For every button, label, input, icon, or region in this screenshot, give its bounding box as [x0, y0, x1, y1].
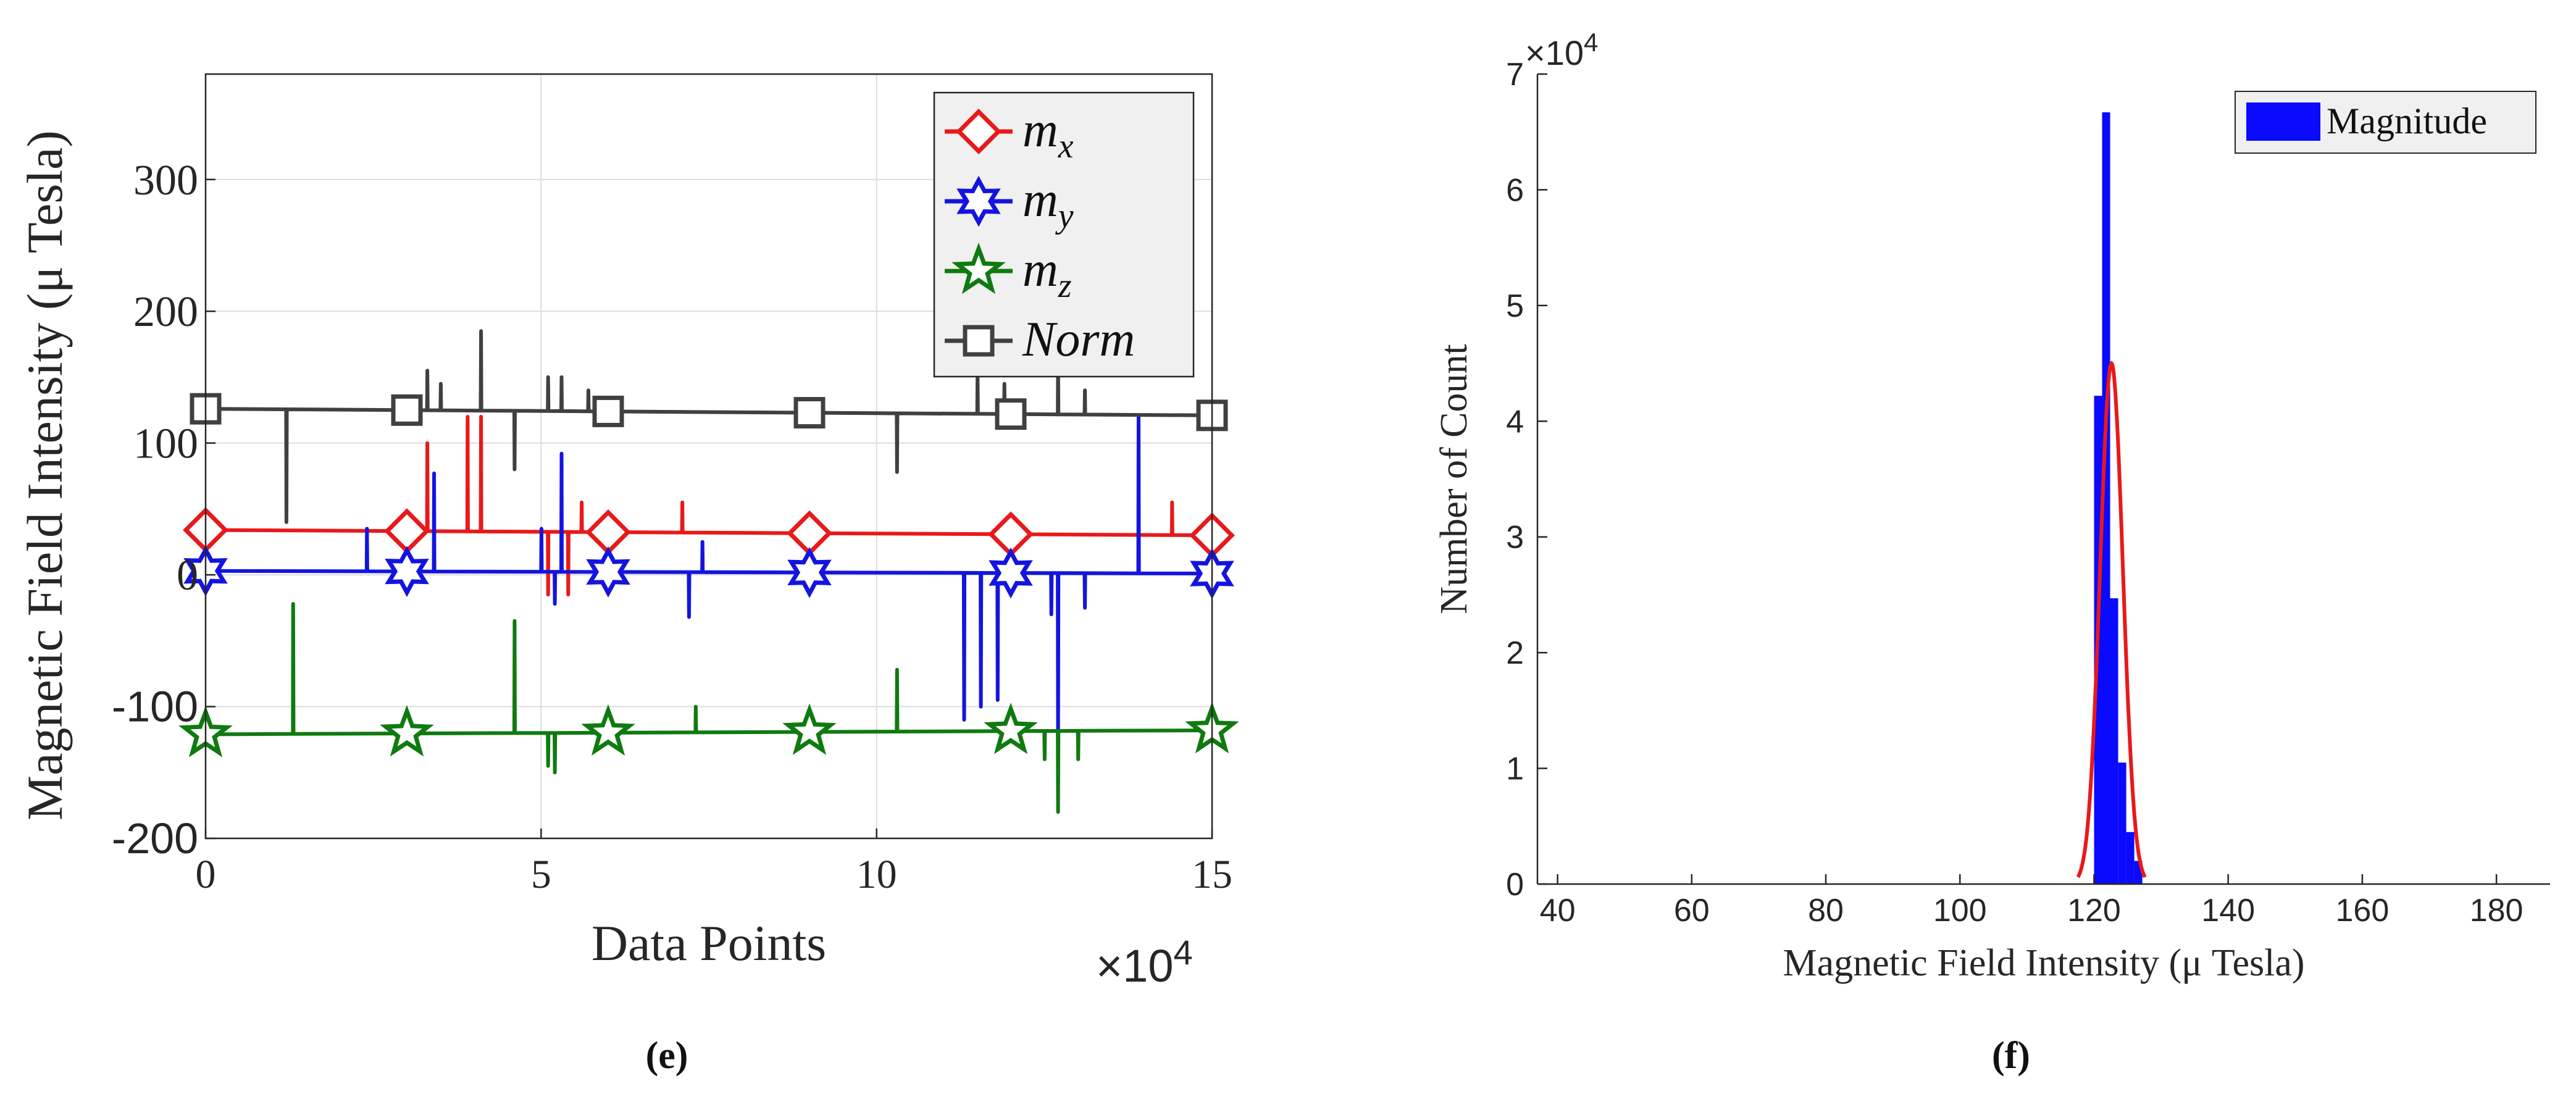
chart-f-xtick-label: 80: [1808, 893, 1844, 929]
chart-e-x-exponent-base: ×10: [1096, 940, 1174, 991]
chart-f-legend-label: Magnitude: [2327, 101, 2487, 141]
chart-e-legend-label: mx: [1022, 103, 1074, 165]
chart-e-xtick-label: 5: [531, 852, 551, 897]
chart-e-legend-label: mz: [1022, 243, 1072, 305]
chart-f-xtick-label: 40: [1540, 893, 1576, 929]
chart-e-ytick-label: 100: [133, 420, 198, 468]
chart-e-legend-marker: [963, 325, 995, 357]
chart-e-legend-label: my: [1022, 173, 1074, 235]
chart-e-point: [380, 704, 434, 757]
chart-e-point: [586, 546, 630, 598]
chart-f-ytick-label: 1: [1506, 751, 1524, 787]
chart-e-series-line: [205, 415, 1213, 755]
chart-f-bar: [2110, 598, 2118, 884]
chart-f-ytick-label: 7: [1506, 57, 1524, 93]
chart-f-ticks: 40 60 80 100 120 140 160 180 0 1 2 3 4 5 6 7: [1506, 57, 2523, 929]
chart-e-axes-box: [204, 73, 1213, 840]
chart-f-legend-swatch: [2246, 102, 2320, 141]
chart-e-series-3: [190, 329, 1228, 524]
chart-e: 0 5 10 15 -200 -100 0 100 200 300 Data Points ×10…: [17, 73, 1239, 1077]
chart-e-xtick-label: 10: [856, 852, 897, 897]
chart-f-xtick-label: 160: [2336, 893, 2390, 929]
chart-f-fit: [2076, 361, 2147, 879]
chart-f-caption: (f): [1992, 1035, 2030, 1077]
chart-e-point: [581, 704, 635, 756]
chart-e-point: [787, 546, 832, 598]
chart-f-xtick-label: 180: [2470, 893, 2524, 929]
chart-e-series-line: [205, 415, 1213, 597]
chart-f-xtick-label: 60: [1674, 893, 1710, 929]
chart-e-ytick-label: -100: [112, 683, 198, 731]
chart-f-ytick-label: 4: [1506, 404, 1524, 440]
chart-f-fit-curve: [2076, 361, 2147, 879]
chart-f-y-exponent-power: 4: [1584, 28, 1598, 57]
chart-e-x-exponent-power: 4: [1174, 933, 1193, 972]
chart-e-point: [793, 397, 826, 429]
chart-e-legend-marker: [956, 109, 1002, 154]
chart-e-x-exponent: ×104: [1096, 933, 1193, 991]
chart-f-bar: [2126, 832, 2135, 884]
chart-f-bar: [2118, 762, 2126, 884]
chart-e-legend-marker: [956, 175, 1001, 227]
chart-f-y-exponent: ×104: [1525, 28, 1598, 72]
chart-f-xtick-label: 140: [2201, 893, 2255, 929]
chart-e-legend-label: Norm: [1022, 312, 1135, 367]
chart-f-ytick-label: 2: [1506, 635, 1524, 671]
chart-e-point: [782, 703, 837, 755]
chart-e-legend: mx my mz Norm: [933, 91, 1195, 378]
chart-f-xlabel: Magnetic Field Intensity (μ Tesla): [1783, 942, 2304, 984]
chart-e-legend-marker: [951, 242, 1006, 294]
chart-f-xtick-label: 100: [1933, 893, 1987, 929]
chart-e-point: [391, 394, 423, 426]
chart-e-caption: (e): [646, 1035, 688, 1077]
chart-e-ytick-label: 200: [133, 288, 198, 336]
chart-e-point: [995, 398, 1027, 430]
chart-e-xtick-label: 0: [196, 852, 216, 897]
chart-e-xtick-label: 15: [1192, 852, 1232, 897]
chart-e-ytick-label: -200: [112, 814, 198, 862]
chart-e-point: [989, 547, 1033, 599]
chart-f-legend: Magnitude: [2235, 91, 2536, 154]
chart-f-ytick-label: 3: [1506, 520, 1524, 556]
chart-e-ticks: 0 5 10 15 -200 -100 0 100 200 300: [112, 157, 1232, 897]
chart-e-ytick-label: 300: [133, 157, 198, 204]
chart-e-ylabel: Magnetic Field Intensity (μ Tesla): [17, 130, 73, 820]
chart-f-bar: [2102, 112, 2110, 884]
chart-e-series-line: [205, 602, 1213, 814]
chart-f-ylabel: Number of Count: [1433, 344, 1475, 614]
chart-e-xlabel: Data Points: [592, 915, 826, 971]
chart-f-ytick-label: 5: [1506, 288, 1524, 324]
chart-e-point: [385, 546, 429, 597]
chart-e-point: [592, 395, 624, 427]
chart-e-point: [984, 703, 1038, 754]
chart-e-ytick-label: 0: [177, 552, 198, 599]
chart-f-ytick-label: 0: [1506, 867, 1524, 903]
chart-f-plot-area: [1537, 74, 2550, 884]
chart-f-xtick-label: 120: [2067, 893, 2121, 929]
chart-f-y-exponent-base: ×10: [1525, 33, 1584, 72]
chart-f-ytick-label: 6: [1506, 172, 1524, 208]
